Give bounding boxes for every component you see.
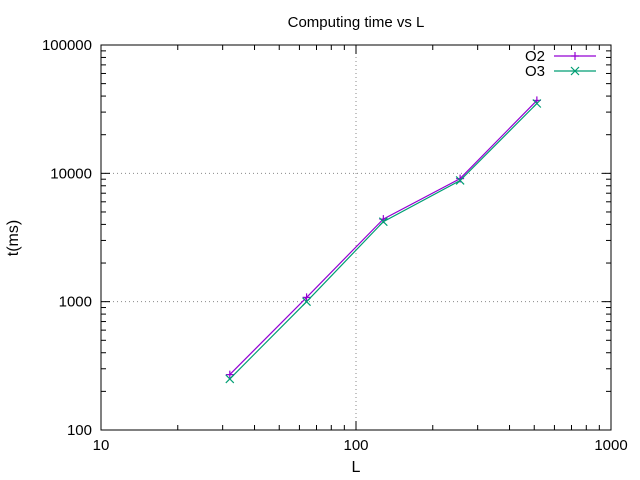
marker-stroke (302, 297, 312, 307)
x-axis-title: L (352, 459, 361, 476)
y-tick-label: 1000 (59, 294, 92, 311)
chart-title: Computing time vs L (288, 14, 425, 31)
x-tick-label: 10 (93, 437, 110, 454)
legend-label-o2: O2 (525, 48, 545, 65)
marker-stroke (570, 66, 580, 76)
data-point-o3 (532, 99, 542, 108)
marker-stroke (378, 217, 388, 227)
x-tick-label: 1000 (594, 437, 627, 454)
data-point-o3 (455, 176, 465, 185)
marker-stroke (225, 374, 235, 384)
marker-stroke (532, 99, 542, 108)
data-point-o3 (225, 374, 235, 384)
grid (101, 45, 611, 430)
legend-label-o3: O3 (525, 63, 545, 80)
series-line-o3 (229, 103, 538, 380)
series-layer (225, 96, 542, 384)
y-tick-label: 100 (67, 422, 92, 439)
data-point-o3 (302, 297, 312, 307)
data-point-o2 (225, 370, 234, 379)
y-axis-title: t(ms) (5, 220, 22, 256)
y-tick-label: 100000 (42, 37, 92, 54)
series-line-o2 (229, 99, 538, 376)
legend-marker-o3 (570, 66, 580, 76)
y-tick-label: 10000 (50, 165, 92, 182)
legend-marker-o2 (571, 52, 579, 60)
data-point-o3 (378, 217, 388, 227)
x-tick-label: 100 (343, 437, 368, 454)
marker-stroke (455, 176, 465, 185)
data-point-o2 (302, 293, 311, 302)
